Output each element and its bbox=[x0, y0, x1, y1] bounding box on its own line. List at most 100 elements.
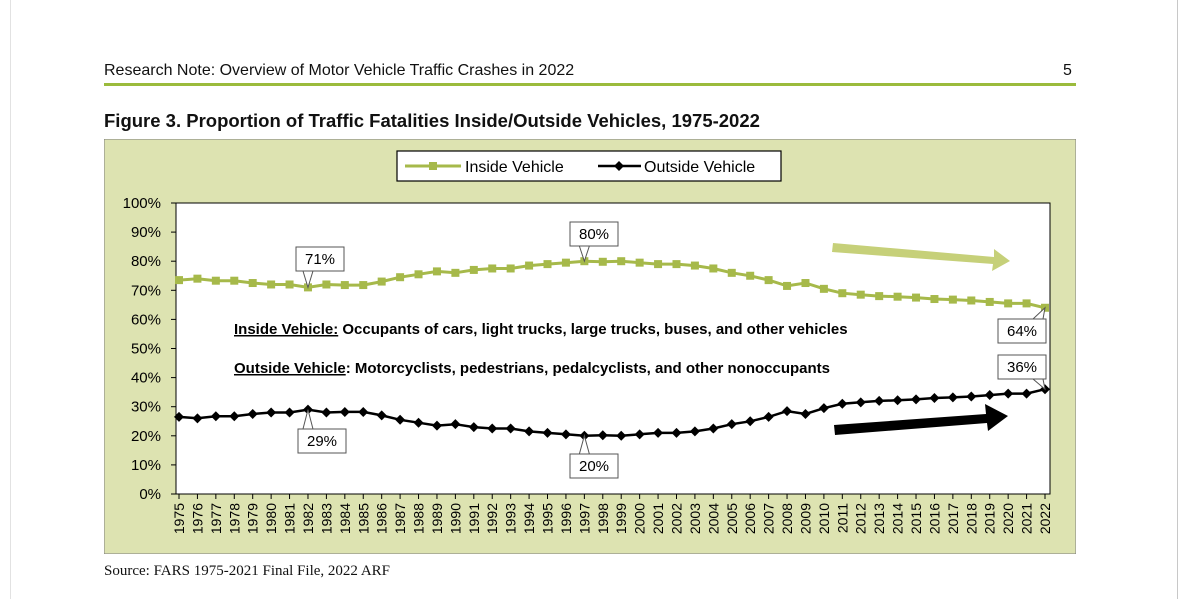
x-tick-label: 2012 bbox=[853, 503, 869, 534]
inside-vehicle-point bbox=[912, 293, 921, 302]
outside-vehicle-point bbox=[800, 408, 811, 419]
inside-vehicle-point bbox=[543, 260, 552, 269]
inside-vehicle-point bbox=[875, 292, 884, 301]
inside-vehicle-point bbox=[377, 277, 386, 286]
inside-vehicle-point bbox=[672, 260, 681, 269]
inside-vehicle-point bbox=[948, 295, 957, 304]
series-lines bbox=[174, 257, 1050, 441]
legend-outside-marker bbox=[614, 161, 624, 171]
outside-vehicle-point bbox=[339, 406, 350, 417]
outside-vehicle-point bbox=[321, 407, 332, 418]
y-tick-label: 0% bbox=[139, 486, 161, 503]
inside-vehicle-point bbox=[322, 280, 331, 289]
y-tick-label: 60% bbox=[131, 311, 161, 328]
outside-vehicle-point bbox=[653, 427, 664, 438]
inside-definition-label: Inside Vehicle: bbox=[234, 321, 338, 338]
x-tick-label: 2009 bbox=[797, 503, 813, 534]
x-tick-label: 1992 bbox=[484, 503, 500, 534]
x-tick-label: 2013 bbox=[871, 503, 887, 534]
outside-vehicle-point bbox=[634, 429, 645, 440]
y-tick-label: 20% bbox=[131, 428, 161, 445]
page-border bbox=[10, 0, 1178, 599]
outside-vehicle-point bbox=[984, 390, 995, 401]
inside-vehicle-point bbox=[930, 295, 939, 304]
x-tick-label: 1998 bbox=[595, 503, 611, 534]
y-tick-label: 10% bbox=[131, 457, 161, 474]
inside-vehicle-point bbox=[175, 276, 183, 285]
outside-vehicle-point bbox=[358, 406, 369, 417]
x-tick-label: 2014 bbox=[890, 503, 906, 534]
outside-vehicle-point bbox=[708, 423, 719, 434]
outside-vehicle-point bbox=[929, 392, 940, 403]
callout-box bbox=[297, 428, 347, 454]
inside-vehicle-point bbox=[359, 281, 368, 290]
inside-vehicle-point bbox=[709, 264, 718, 273]
inside-vehicle-point bbox=[764, 276, 773, 285]
outside-vehicle-point bbox=[689, 426, 700, 437]
x-tick-label: 1991 bbox=[466, 503, 482, 534]
inside-vehicle-point bbox=[230, 276, 239, 285]
x-tick-label: 2005 bbox=[724, 503, 740, 534]
inside-vehicle-point bbox=[561, 258, 570, 267]
callout-label: 36% bbox=[1007, 359, 1037, 376]
definitions: Inside Vehicle: Occupants of cars, light… bbox=[234, 321, 848, 377]
inside-definition-text: Occupants of cars, light trucks, large t… bbox=[338, 321, 847, 338]
x-tick-label: 1993 bbox=[503, 503, 519, 534]
inside-vehicle-point bbox=[856, 290, 865, 299]
outside-vehicle-point bbox=[597, 430, 608, 441]
inside-vehicle-point bbox=[451, 268, 460, 277]
callout-box bbox=[997, 318, 1047, 344]
x-tick-label: 2015 bbox=[908, 503, 924, 534]
legend-inside-label: Inside Vehicle bbox=[465, 159, 564, 176]
x-tick-label: 2011 bbox=[834, 503, 850, 533]
callout-box bbox=[295, 246, 345, 272]
callout-3: 29% bbox=[297, 409, 347, 454]
callout-1: 80% bbox=[569, 221, 619, 263]
callout-4: 20% bbox=[569, 433, 619, 479]
x-tick-label: 1990 bbox=[447, 503, 463, 534]
x-tick-label: 2002 bbox=[668, 503, 684, 534]
inside-vehicle-point bbox=[525, 261, 534, 270]
x-tick-label: 1999 bbox=[613, 503, 629, 534]
x-tick-label: 2016 bbox=[926, 503, 942, 534]
inside-vehicle-point bbox=[193, 274, 202, 283]
callout-label: 71% bbox=[305, 251, 335, 268]
inside-vehicle-point bbox=[469, 265, 478, 274]
y-tick-label: 100% bbox=[123, 195, 161, 212]
x-tick-label: 1977 bbox=[208, 503, 224, 534]
outside-vehicle-point bbox=[247, 408, 258, 419]
inside-definition: Inside Vehicle: Occupants of cars, light… bbox=[234, 321, 848, 338]
outside-vehicle-point bbox=[487, 423, 498, 434]
callout-label: 80% bbox=[579, 226, 609, 243]
inside-vehicle-point bbox=[819, 284, 828, 293]
outside-vehicle-point bbox=[911, 394, 922, 405]
x-axis: 1975 1976 1977 1978 1979 1980 1981 1982 1983 1984… bbox=[171, 494, 1053, 534]
outside-vehicle-point bbox=[266, 407, 277, 418]
inside-vehicle-point bbox=[838, 289, 847, 298]
x-tick-label: 2022 bbox=[1037, 503, 1053, 534]
outside-vehicle-point bbox=[818, 403, 829, 414]
x-tick-label: 1984 bbox=[337, 503, 353, 534]
callout-box bbox=[997, 354, 1047, 380]
inside-vehicle-point bbox=[985, 297, 994, 306]
inside-vehicle-point bbox=[654, 260, 663, 269]
outside-vehicle-point bbox=[892, 395, 903, 406]
x-tick-label: 1975 bbox=[171, 503, 187, 534]
x-tick-label: 1976 bbox=[189, 503, 205, 534]
x-tick-label: 2017 bbox=[945, 503, 961, 534]
x-tick-label: 1994 bbox=[521, 503, 537, 534]
outside-vehicle-point bbox=[505, 423, 516, 434]
callout-label: 29% bbox=[307, 433, 337, 450]
x-tick-label: 2020 bbox=[1000, 503, 1016, 534]
x-tick-label: 1986 bbox=[374, 503, 390, 534]
line-chart: Inside Vehicle Outside Vehicle 0% 10% 20% 3… bbox=[103, 138, 1077, 555]
x-tick-label: 2006 bbox=[742, 503, 758, 534]
y-tick-label: 90% bbox=[131, 224, 161, 241]
inside-vehicle-point bbox=[598, 257, 607, 266]
x-tick-label: 2008 bbox=[779, 503, 795, 534]
x-tick-label: 1985 bbox=[355, 503, 371, 534]
legend: Inside Vehicle Outside Vehicle bbox=[396, 150, 782, 182]
outside-vehicle-point bbox=[874, 395, 885, 406]
outside-vehicle-point bbox=[395, 414, 406, 425]
outside-vehicle-point bbox=[284, 407, 295, 418]
